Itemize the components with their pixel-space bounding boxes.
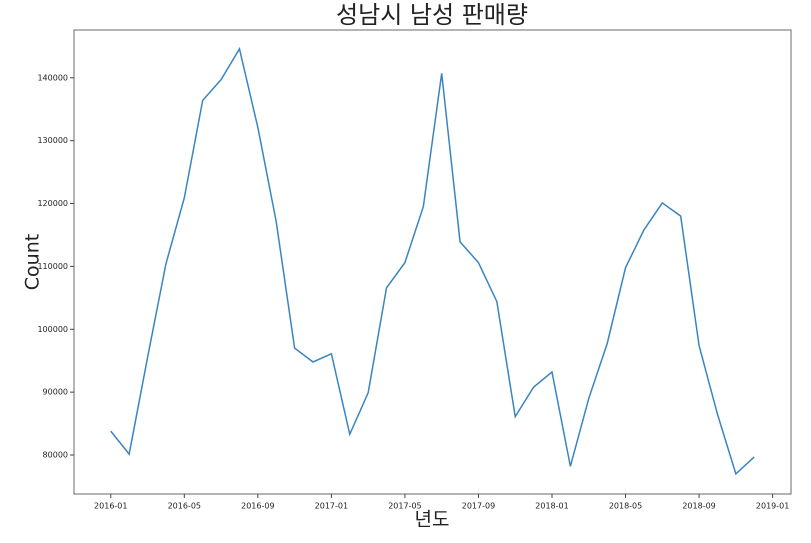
x-tick-label: 2018-01	[535, 502, 568, 511]
y-tick-label: 90000	[43, 388, 68, 397]
y-axis-label: Count	[22, 234, 44, 290]
x-tick-label: 2016-01	[94, 502, 127, 511]
x-tick-label: 2016-09	[241, 502, 274, 511]
x-tick-label: 2019-01	[756, 502, 789, 511]
x-tick-label: 2017-05	[388, 502, 421, 511]
y-tick-label: 120000	[37, 199, 68, 208]
x-tick-label: 2016-05	[168, 502, 201, 511]
x-tick-label: 2018-09	[682, 502, 715, 511]
y-tick-label: 110000	[37, 262, 68, 271]
x-tick-label: 2018-05	[609, 502, 642, 511]
x-tick-label: 2017-01	[315, 502, 348, 511]
plot-frame	[73, 29, 792, 495]
chart-title: 성남시 남성 판매량	[336, 1, 528, 29]
line-series	[110, 46, 755, 476]
y-tick-label: 140000	[37, 73, 68, 82]
y-tick-label: 130000	[37, 136, 68, 145]
x-tick-label: 2017-09	[462, 502, 495, 511]
y-tick-label: 80000	[43, 451, 68, 460]
y-tick-label: 100000	[37, 325, 68, 334]
x-axis-label: 년도	[415, 509, 450, 531]
